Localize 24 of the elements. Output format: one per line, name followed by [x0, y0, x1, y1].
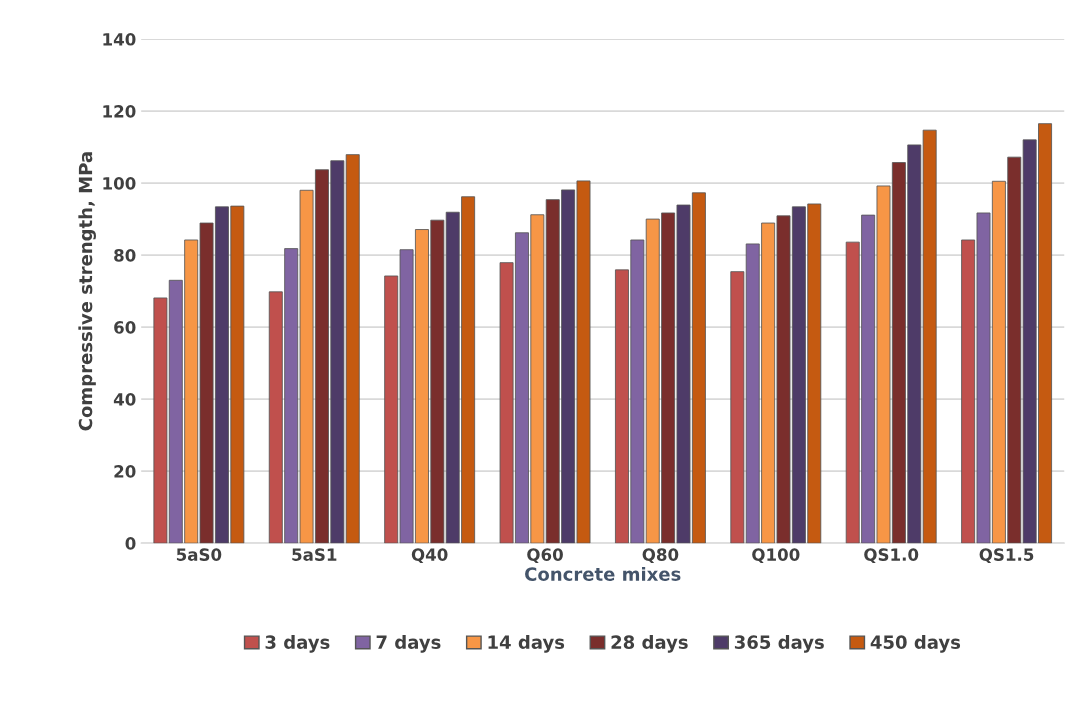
y-tick-label: 120 [103, 105, 136, 118]
x-tick-label: 5aS0 [176, 548, 222, 561]
legend-label: 28 days [611, 635, 688, 653]
y-tick-label: 80 [114, 249, 136, 262]
y-tick-label: 0 [125, 537, 136, 550]
x-tick-label: Q40 [411, 548, 448, 564]
x-tick-label: Q60 [527, 548, 563, 564]
legend-label: 365 days [734, 635, 824, 653]
x-tick-label: QS1.5 [979, 548, 1034, 564]
legend-label: 7 days [376, 635, 441, 653]
legend-label: 14 days [488, 635, 565, 653]
legend-label: 450 days [870, 635, 961, 653]
y-tick-label: 40 [113, 393, 136, 406]
y-tick-label: 20 [114, 465, 136, 478]
y-tick-label: 100 [103, 177, 136, 190]
y-tick-label: 60 [114, 321, 136, 334]
y-tick-label: 140 [103, 33, 136, 46]
y-axis-title: Compressive strength, MPa [78, 152, 96, 431]
x-tick-label: Q100 [752, 548, 800, 564]
legend-label: 3 days [265, 635, 330, 653]
x-tick-label: Q80 [642, 548, 679, 564]
x-tick-label: QS1.0 [864, 548, 919, 564]
x-tick-label: 5aS1 [292, 548, 337, 561]
x-axis-title: Concrete mixes [525, 566, 681, 581]
